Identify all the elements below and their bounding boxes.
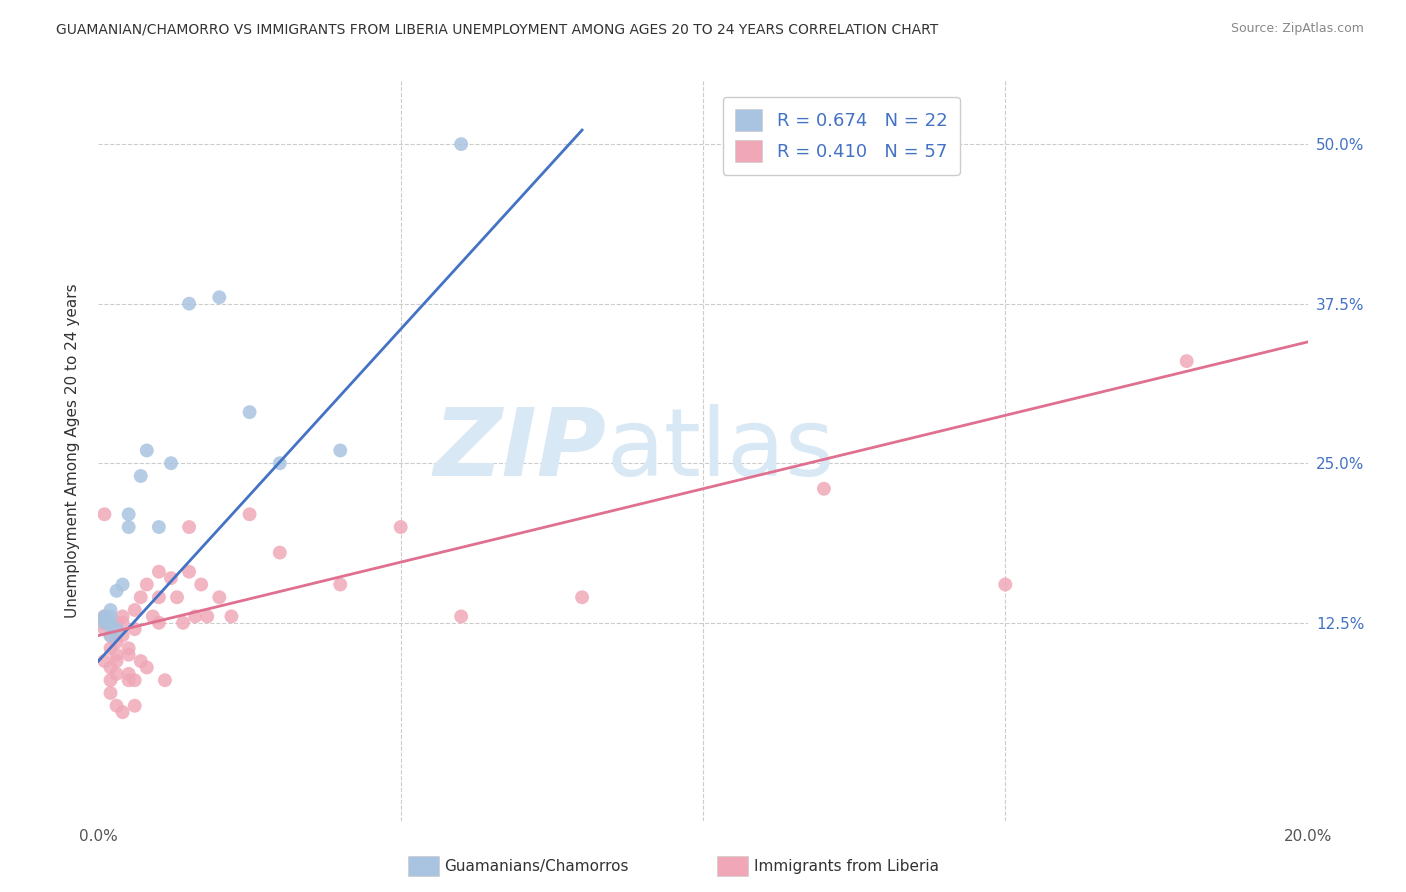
Point xyxy=(100,673,122,688)
Point xyxy=(118,641,141,656)
Text: ZIP: ZIP xyxy=(433,404,606,497)
Point xyxy=(105,666,128,681)
Point xyxy=(124,698,146,713)
Point xyxy=(105,635,128,649)
Point xyxy=(1175,354,1198,368)
Point xyxy=(184,609,207,624)
Point xyxy=(105,583,128,598)
Point xyxy=(100,629,122,643)
Point xyxy=(166,591,188,605)
Point xyxy=(118,673,141,688)
Point xyxy=(450,137,472,152)
Point xyxy=(329,577,352,591)
Point xyxy=(160,571,183,585)
Point xyxy=(813,482,835,496)
Point xyxy=(195,609,218,624)
Point xyxy=(148,615,170,630)
Point xyxy=(124,603,146,617)
Point xyxy=(208,591,231,605)
Point xyxy=(571,591,593,605)
Point xyxy=(100,686,122,700)
Point xyxy=(105,698,128,713)
Point xyxy=(100,615,122,630)
Point xyxy=(153,673,176,688)
Point xyxy=(100,660,122,674)
Point xyxy=(100,641,122,656)
Point xyxy=(118,648,141,662)
Point xyxy=(148,591,170,605)
Point xyxy=(208,290,231,304)
Point xyxy=(93,622,115,636)
Point xyxy=(129,591,152,605)
Legend: R = 0.674   N = 22, R = 0.410   N = 57: R = 0.674 N = 22, R = 0.410 N = 57 xyxy=(723,96,960,175)
Point xyxy=(100,609,122,624)
Point xyxy=(329,443,352,458)
Point xyxy=(111,705,134,719)
Point xyxy=(389,520,412,534)
Point xyxy=(118,508,141,522)
Point xyxy=(269,456,291,470)
Point xyxy=(93,609,115,624)
Point xyxy=(93,654,115,668)
Point xyxy=(148,520,170,534)
Point xyxy=(221,609,243,624)
Point xyxy=(179,296,201,310)
Point xyxy=(994,577,1017,591)
Point xyxy=(142,609,165,624)
Point xyxy=(124,673,146,688)
Point xyxy=(160,456,183,470)
Point xyxy=(105,622,128,636)
Point xyxy=(111,609,134,624)
Point xyxy=(135,443,157,458)
Point xyxy=(179,565,201,579)
Text: Source: ZipAtlas.com: Source: ZipAtlas.com xyxy=(1230,22,1364,36)
Point xyxy=(118,666,141,681)
Point xyxy=(269,545,291,559)
Point xyxy=(172,615,194,630)
Point xyxy=(148,565,170,579)
Point xyxy=(93,609,115,624)
Point xyxy=(100,629,122,643)
Text: Immigrants from Liberia: Immigrants from Liberia xyxy=(754,859,939,873)
Point xyxy=(105,654,128,668)
Point xyxy=(93,615,115,630)
Text: atlas: atlas xyxy=(606,404,835,497)
Point xyxy=(100,615,122,630)
Point xyxy=(93,508,115,522)
Point xyxy=(190,577,212,591)
Y-axis label: Unemployment Among Ages 20 to 24 years: Unemployment Among Ages 20 to 24 years xyxy=(65,283,80,618)
Point xyxy=(93,612,115,626)
Point xyxy=(129,654,152,668)
Point xyxy=(179,520,201,534)
Text: Guamanians/Chamorros: Guamanians/Chamorros xyxy=(444,859,628,873)
Point xyxy=(239,508,262,522)
Point xyxy=(450,609,472,624)
Point xyxy=(105,648,128,662)
Point xyxy=(111,577,134,591)
Point xyxy=(135,660,157,674)
Point xyxy=(135,577,157,591)
Point xyxy=(105,615,128,630)
Point xyxy=(129,469,152,483)
Point xyxy=(239,405,262,419)
Point xyxy=(100,603,122,617)
Point xyxy=(111,629,134,643)
Point xyxy=(124,622,146,636)
Point xyxy=(111,615,134,630)
Text: GUAMANIAN/CHAMORRO VS IMMIGRANTS FROM LIBERIA UNEMPLOYMENT AMONG AGES 20 TO 24 Y: GUAMANIAN/CHAMORRO VS IMMIGRANTS FROM LI… xyxy=(56,22,938,37)
Point xyxy=(118,520,141,534)
Point xyxy=(93,615,115,630)
